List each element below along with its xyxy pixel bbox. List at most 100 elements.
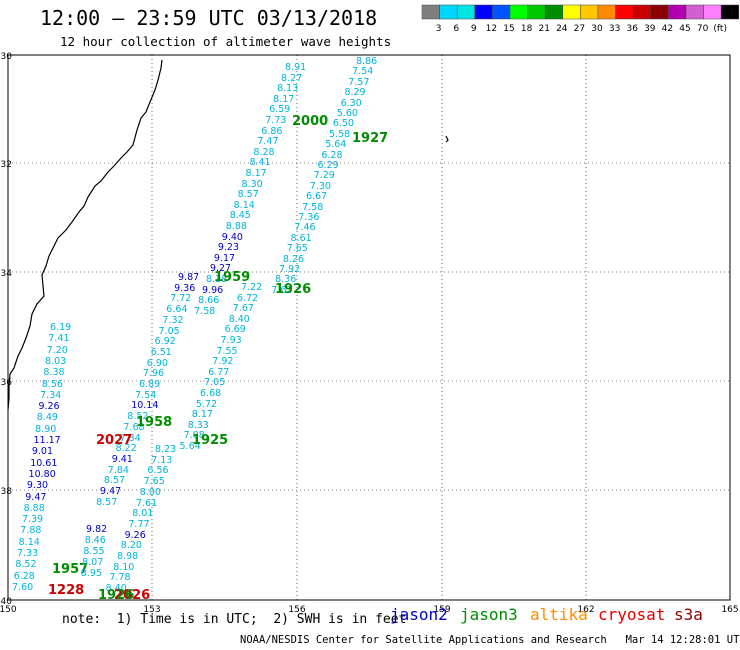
wave-height-value: 7.33 <box>17 548 39 559</box>
wave-height-value: 7.29 <box>313 170 335 182</box>
wave-height-value: 6.67 <box>305 191 328 203</box>
lat-label: -30 <box>0 52 12 62</box>
wave-height-value: 8.00 <box>139 486 161 498</box>
colorbar-swatch <box>597 4 616 20</box>
wave-height-value: 11.17 <box>33 435 61 446</box>
wave-height-value: 7.77 <box>128 518 150 530</box>
wave-height-value: 8.17 <box>273 93 295 105</box>
wave-height-value: 7.36 <box>298 212 320 223</box>
colorbar-label: 3 <box>436 24 442 34</box>
wave-height-value: 7.05 <box>158 325 180 337</box>
pass-time-label: 1958 <box>136 415 173 430</box>
wave-height-value: 6.90 <box>146 357 168 369</box>
wave-height-value: 8.03 <box>45 355 67 367</box>
colorbar-label: 70 <box>697 24 709 34</box>
wave-height-value: 7.84 <box>107 464 129 476</box>
wave-height-value: 9.82 <box>86 524 108 535</box>
wave-height-value: 7.92 <box>212 356 234 368</box>
footer-note: note: 1) Time is in UTC; 2) SWH is in fe… <box>62 612 407 627</box>
lat-label: -36 <box>0 378 12 388</box>
colorbar-label: (ft) <box>713 24 727 34</box>
wave-height-value: 9.96 <box>202 284 224 296</box>
lat-label: -34 <box>0 269 12 279</box>
lat-label: -38 <box>0 487 12 497</box>
wave-height-value: 9.26 <box>38 401 60 413</box>
wave-height-value: 6.86 <box>261 125 283 137</box>
wave-height-value: 7.34 <box>40 389 62 401</box>
wave-height-value: 7.32 <box>162 314 184 326</box>
colorbar-label: 15 <box>503 24 514 34</box>
wave-height-value: 8.33 <box>187 419 209 431</box>
wave-height-value: 10.61 <box>30 457 58 469</box>
colorbar-swatch <box>456 4 476 20</box>
wave-height-value: 8.46 <box>84 535 106 546</box>
wave-height-value: 8.17 <box>191 409 213 421</box>
wave-height-value: 10.14 <box>131 400 159 412</box>
wave-height-value: 8.86 <box>356 56 378 67</box>
pass-time-label: 1925 <box>192 433 229 448</box>
wave-height-value: 5.64 <box>179 441 201 452</box>
wave-height-value: 8.07 <box>82 557 104 568</box>
wave-height-value: 6.89 <box>139 379 161 390</box>
colorbar-swatch <box>492 4 511 20</box>
lon-label: 159 <box>433 605 450 615</box>
wave-height-value: 8.26 <box>282 253 304 265</box>
wave-height-value: 8.95 <box>80 568 102 579</box>
wave-height-value: 6.64 <box>166 304 188 316</box>
wave-height-value: 6.50 <box>332 118 355 130</box>
coastline <box>7 59 163 411</box>
wave-height-value: 8.13 <box>277 83 299 95</box>
pass-time-label: 1959 <box>214 270 251 285</box>
wave-height-value: 8.38 <box>43 367 65 379</box>
grid-lines <box>8 55 730 600</box>
wave-height-value: 6.59 <box>269 104 291 116</box>
lon-label: 156 <box>288 605 305 615</box>
wave-height-value: 7.54 <box>352 66 374 78</box>
colorbar-label: 18 <box>521 24 533 34</box>
wave-height-value: 9.47 <box>25 491 47 503</box>
wave-height-value: 6.51 <box>150 346 172 358</box>
wave-height-value: 8.61 <box>290 232 312 244</box>
colorbar-label: 42 <box>662 24 673 34</box>
wave-height-value: 8.20 <box>120 540 142 552</box>
wave-height-value: 7.65 <box>143 476 165 488</box>
wave-height-value: 9.36 <box>174 282 196 294</box>
wave-height-value: 8.66 <box>198 295 220 307</box>
wave-height-value: 7.93 <box>220 335 242 346</box>
wave-height-value: 8.98 <box>117 551 139 562</box>
island-mark <box>445 135 449 143</box>
wave-height-value: 7.13 <box>151 454 173 466</box>
wave-height-value: 9.47 <box>100 486 122 497</box>
wave-height-value: 5.64 <box>325 139 347 151</box>
wave-height-value: 7.78 <box>109 572 131 584</box>
wave-height-value: 7.72 <box>170 293 192 305</box>
wave-height-value: 7.65 <box>286 243 308 255</box>
wave-height-value: 8.57 <box>237 189 259 201</box>
wave-height-value: 7.47 <box>257 136 279 148</box>
wave-height-value: 7.68 <box>123 421 145 433</box>
colorbar-swatch <box>632 4 652 20</box>
wave-height-value: 8.36 <box>275 274 297 286</box>
wave-height-value: 7.46 <box>294 222 316 234</box>
wave-height-value: 7.54 <box>135 389 157 401</box>
colorbar-swatch <box>509 4 528 20</box>
wave-height-value: 7.88 <box>20 525 42 537</box>
wave-height-value: 8.29 <box>344 87 366 99</box>
wave-height-value: 6.29 <box>317 160 339 171</box>
colorbar-swatch <box>439 4 458 20</box>
wave-height-value: 8.57 <box>96 496 118 508</box>
lon-label: 153 <box>143 605 160 615</box>
colorbar-swatch <box>474 4 493 20</box>
wave-height-value: 8.57 <box>103 475 126 487</box>
wave-height-value: 8.17 <box>245 168 267 179</box>
wave-height-value: 7.30 <box>309 180 331 192</box>
legend-altika: altika <box>530 605 588 624</box>
wave-height-value: 6.69 <box>224 324 246 336</box>
wave-height-value: 9.27 <box>209 263 232 275</box>
wave-height-value: 7.60 <box>12 581 34 593</box>
wave-height-value: 7.92 <box>279 264 301 275</box>
wave-height-value: 8.28 <box>253 146 275 158</box>
colorbar-label: 36 <box>626 24 638 34</box>
